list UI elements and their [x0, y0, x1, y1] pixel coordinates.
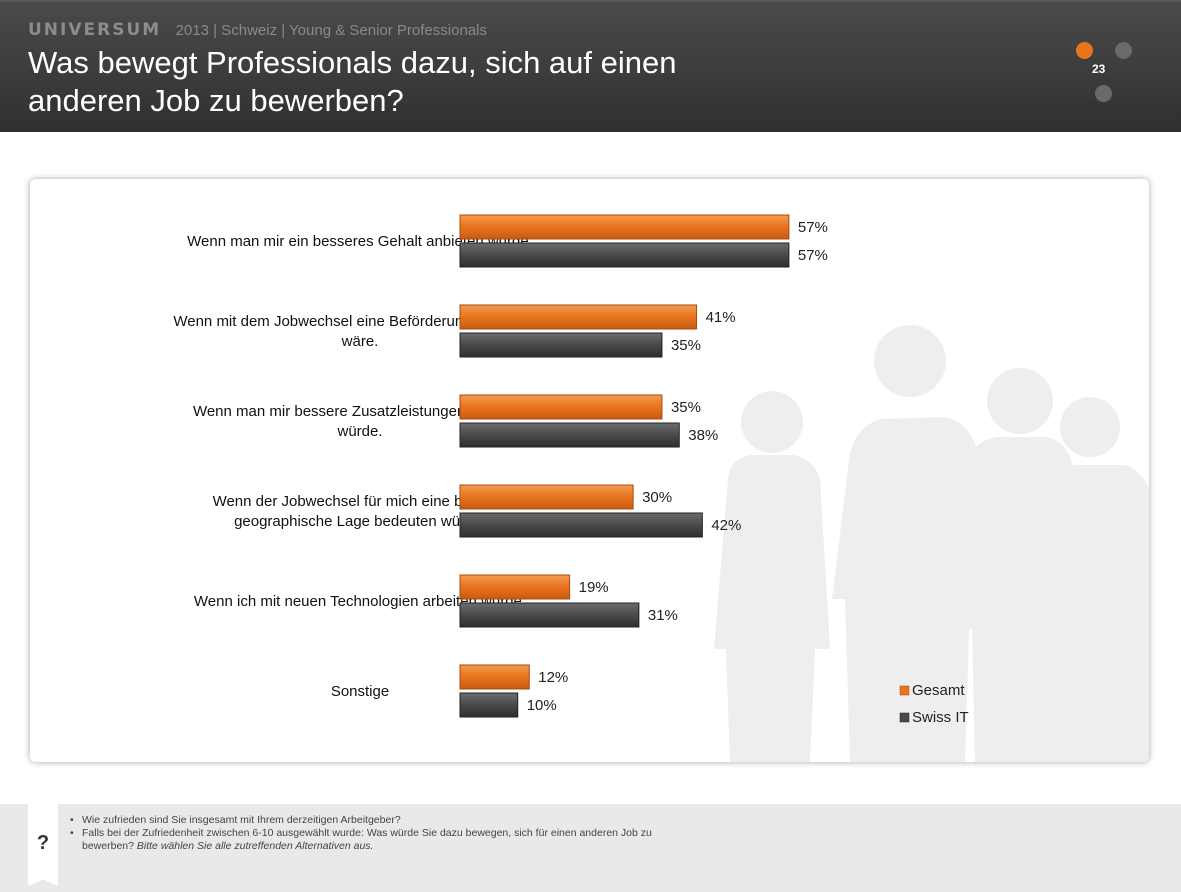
data-label: 57%: [798, 247, 828, 264]
bar-gesamt: [459, 574, 571, 600]
bar-gesamt: [459, 664, 530, 690]
header-banner: UNIVERSUM 2013 | Schweiz | Young & Senio…: [0, 0, 1181, 132]
question-mark-icon: ?: [36, 832, 50, 854]
bar-gesamt: [459, 304, 698, 330]
category-label: Wenn man mir bessere Zusatzleistungen an…: [193, 403, 527, 440]
legend-label: Gesamt: [912, 682, 965, 699]
bar-swiss-it: [459, 422, 680, 448]
bar-swiss-it: [459, 332, 663, 358]
bullet-icon: •: [70, 827, 74, 839]
note-text-cont: bewerben?: [82, 840, 134, 852]
note-text: Falls bei der Zufriedenheit zwischen 6-1…: [82, 827, 652, 853]
category-label: Wenn man mir ein besseres Gehalt anbiete…: [187, 233, 533, 250]
note-text-italic: Bitte wählen Sie alle zutreffenden Alter…: [136, 840, 374, 852]
legend-swatch: [899, 712, 910, 723]
page-title-line-1: Was bewegt Professionals dazu, sich auf …: [28, 45, 677, 80]
data-label: 30%: [642, 489, 672, 506]
bars: [459, 214, 790, 718]
gray-dot-icon: [1115, 42, 1132, 59]
note-item: • Falls bei der Zufriedenheit zwischen 6…: [70, 827, 750, 853]
gray-dot-icon: [1095, 85, 1112, 102]
header-meta: UNIVERSUM 2013 | Schweiz | Young & Senio…: [28, 20, 487, 42]
survey-subline: 2013 | Schweiz | Young & Senior Professi…: [175, 22, 487, 39]
data-label: 38%: [688, 427, 718, 444]
data-label: 57%: [798, 219, 828, 236]
question-badge: ?: [28, 804, 58, 886]
note-item: • Wie zufrieden sind Sie insgesamt mit I…: [70, 814, 750, 827]
data-label: 41%: [706, 309, 736, 326]
people-silhouette-icon: [714, 325, 1149, 762]
value-labels: 57% 57% 41% 35% 35% 38% 30% 42% 19% 31% 12% 10%: [527, 219, 828, 714]
category-label: Wenn ich mit neuen Technologien arbeiten…: [194, 593, 526, 610]
bar-swiss-it: [459, 692, 519, 718]
orange-dot-icon: [1076, 42, 1093, 59]
legend-swatch: [899, 685, 910, 696]
page-number: 23: [1092, 62, 1106, 76]
note-text: Wie zufrieden sind Sie insgesamt mit Ihr…: [82, 814, 401, 826]
bar-swiss-it: [459, 602, 640, 628]
legend-label: Swiss IT: [912, 709, 969, 726]
data-label: 10%: [527, 697, 557, 714]
data-label: 31%: [648, 607, 678, 624]
data-label: 19%: [579, 579, 609, 596]
brand-logo: UNIVERSUM: [28, 20, 162, 40]
bar-swiss-it: [459, 242, 790, 268]
chart-card: Wenn man mir ein besseres Gehalt anbiete…: [30, 179, 1149, 762]
category-label: Wenn der Jobwechsel für mich eine besser…: [213, 493, 508, 530]
note-text-main: Falls bei der Zufriedenheit zwischen 6-1…: [82, 827, 652, 839]
bullet-icon: •: [70, 814, 74, 826]
footer: ? • Wie zufrieden sind Sie insgesamt mit…: [0, 804, 1181, 892]
data-label: 42%: [711, 517, 741, 534]
bar-swiss-it: [459, 512, 703, 538]
page-title-line-2: anderen Job zu bewerben?: [28, 83, 404, 118]
data-label: 12%: [538, 669, 568, 686]
data-label: 35%: [671, 337, 701, 354]
survey-question-notes: • Wie zufrieden sind Sie insgesamt mit I…: [70, 814, 750, 853]
category-labels: Wenn man mir ein besseres Gehalt anbiete…: [173, 233, 546, 700]
bar-gesamt: [459, 394, 663, 420]
page-title: Was bewegt Professionals dazu, sich auf …: [28, 44, 928, 120]
bar-gesamt: [459, 484, 634, 510]
bar-gesamt: [459, 214, 790, 240]
category-label: Wenn mit dem Jobwechsel eine Beförderung…: [173, 313, 546, 350]
category-label: Sonstige: [331, 683, 389, 700]
data-label: 35%: [671, 399, 701, 416]
legend: Gesamt Swiss IT: [899, 682, 969, 726]
bar-chart: Wenn man mir ein besseres Gehalt anbiete…: [173, 214, 1149, 762]
